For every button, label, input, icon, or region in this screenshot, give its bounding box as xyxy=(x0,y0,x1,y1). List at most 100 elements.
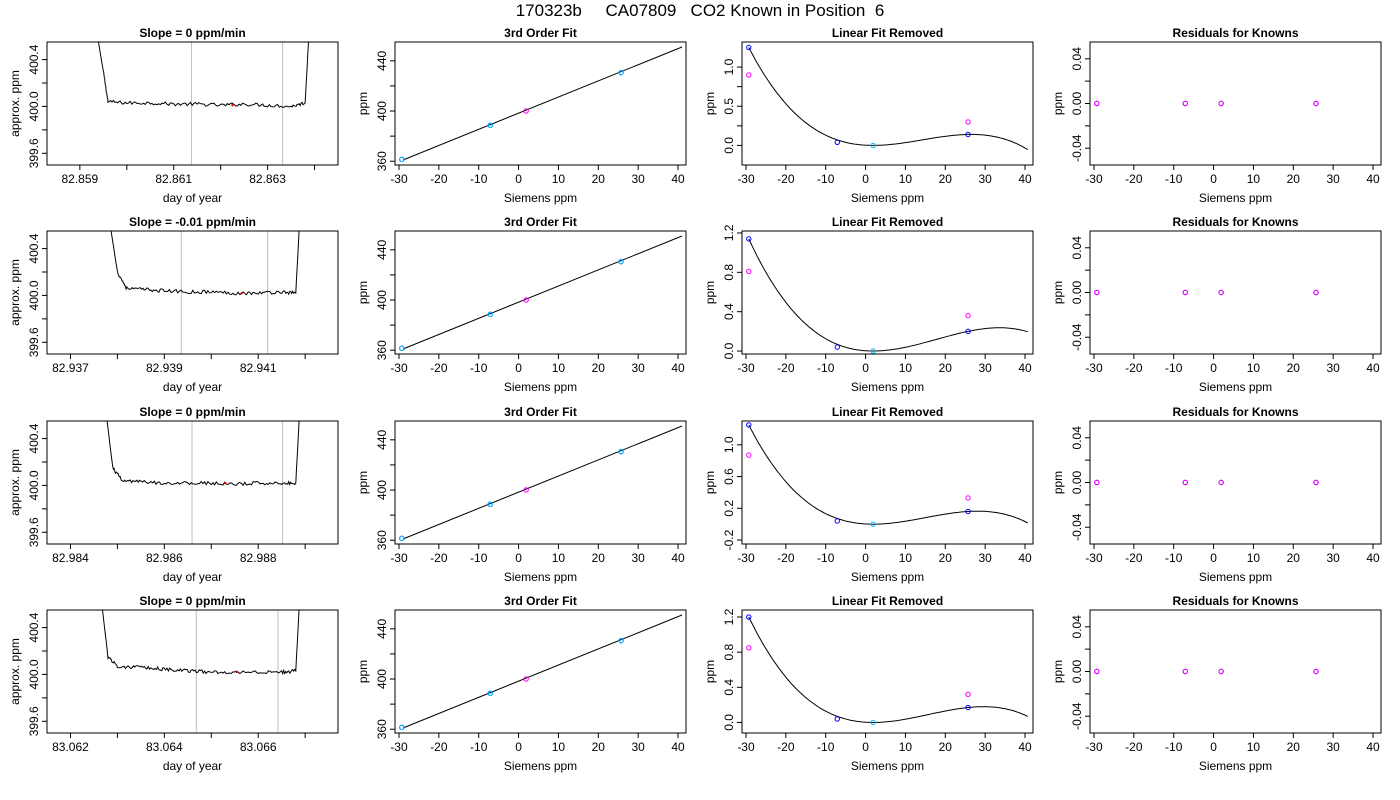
data-point xyxy=(746,452,752,458)
y-axis-label: ppm xyxy=(1051,281,1065,304)
x-axis-label: Siemens ppm xyxy=(1199,380,1272,394)
x-tick-label: -20 xyxy=(777,740,795,754)
plot-area xyxy=(746,614,1029,726)
chart-panel: Linear Fit Removed -30 -20 -10 0 10 20 30 40 0.0 0… xyxy=(703,594,1034,773)
y-tick-label: 1.0 xyxy=(722,58,736,75)
y-axis-label: ppm xyxy=(1051,471,1065,494)
chart-panel: 3rd Order Fit -30 -20 -10 0 10 20 30 40 360 400 440… xyxy=(356,26,687,205)
plot-area xyxy=(1094,289,1319,296)
x-tick-label: 83.064 xyxy=(146,740,183,754)
data-point xyxy=(834,716,840,722)
x-tick-label: 30 xyxy=(631,551,645,565)
x-tick-label: 0 xyxy=(862,172,869,186)
x-tick-label: 82.939 xyxy=(146,361,183,375)
data-point xyxy=(1313,479,1319,486)
x-tick-label: 0 xyxy=(1210,551,1217,565)
data-point xyxy=(1218,668,1224,675)
x-tick-label: 82.863 xyxy=(249,172,286,186)
chart-panel: 3rd Order Fit -30 -20 -10 0 10 20 30 40 360 400 440… xyxy=(356,594,687,773)
x-tick-label: 40 xyxy=(1366,361,1380,375)
x-tick-label: -10 xyxy=(817,740,835,754)
y-axis-label: approx. ppm xyxy=(8,70,22,137)
y-tick-label: 1.2 xyxy=(722,224,736,241)
x-tick-label: 40 xyxy=(1018,551,1032,565)
x-tick-label: 40 xyxy=(671,172,685,186)
x-tick-label: 10 xyxy=(899,740,913,754)
plot-area xyxy=(106,421,300,544)
x-tick-label: 10 xyxy=(1247,361,1261,375)
y-tick-label: 399.6 xyxy=(27,138,41,168)
plot-frame xyxy=(741,230,1034,355)
chart-panel: Residuals for Knowns -30 -20 -10 0 10 20 30 40 -0… xyxy=(1051,405,1382,584)
x-tick-label: 82.861 xyxy=(155,172,192,186)
plot-area xyxy=(1094,479,1319,486)
data-point xyxy=(1094,100,1100,107)
x-tick-label: -30 xyxy=(1085,740,1103,754)
plot-frame xyxy=(394,609,687,734)
x-tick-label: -30 xyxy=(737,361,755,375)
x-tick-label: -10 xyxy=(817,551,835,565)
x-tick-label: 20 xyxy=(939,172,953,186)
x-tick-label: 40 xyxy=(1018,361,1032,375)
y-tick-label: -0.2 xyxy=(722,529,736,550)
y-tick-label: 440 xyxy=(375,239,389,259)
x-tick-label: 20 xyxy=(939,740,953,754)
y-axis-label: approx. ppm xyxy=(8,259,22,326)
plot-area xyxy=(399,235,683,352)
plot-frame xyxy=(46,230,339,355)
y-tick-label: 0.8 xyxy=(722,264,736,281)
data-point xyxy=(1182,668,1188,675)
x-axis-label: Siemens ppm xyxy=(504,570,577,584)
x-tick-label: -30 xyxy=(1085,551,1103,565)
x-tick-label: -10 xyxy=(470,361,488,375)
x-tick-label: 0 xyxy=(515,551,522,565)
data-point xyxy=(1313,668,1319,675)
panel-title: Slope = 0 ppm/min xyxy=(139,26,245,40)
data-point xyxy=(1094,479,1100,486)
data-point xyxy=(746,44,752,51)
y-axis-label: ppm xyxy=(356,92,370,115)
x-tick-label: 30 xyxy=(631,361,645,375)
plot-area xyxy=(399,425,683,542)
y-axis-label: ppm xyxy=(1051,660,1065,683)
data-point xyxy=(487,690,493,697)
x-axis-label: day of year xyxy=(163,380,222,394)
y-axis-label: ppm xyxy=(1051,92,1065,115)
y-tick-label: 0.00 xyxy=(1070,91,1084,115)
y-tick-label: 360 xyxy=(375,340,389,360)
panel-title: 3rd Order Fit xyxy=(504,26,577,40)
x-tick-label: 40 xyxy=(671,361,685,375)
x-tick-label: -10 xyxy=(1165,740,1183,754)
x-tick-label: 10 xyxy=(899,172,913,186)
x-tick-label: 82.859 xyxy=(62,172,99,186)
y-tick-label: 0.2 xyxy=(722,500,736,517)
x-axis-label: Siemens ppm xyxy=(1199,570,1272,584)
y-tick-label: -0.04 xyxy=(1070,323,1084,351)
panel-title: 3rd Order Fit xyxy=(504,215,577,229)
plot-area xyxy=(1094,668,1319,675)
y-tick-label: 399.6 xyxy=(27,517,41,547)
plot-area xyxy=(399,614,683,731)
plot-frame xyxy=(46,420,339,545)
fit-curve xyxy=(748,424,1029,525)
panel-title: Residuals for Knowns xyxy=(1172,405,1298,419)
panel-title: Slope = 0 ppm/min xyxy=(139,405,245,419)
y-tick-label: 400.4 xyxy=(27,233,41,263)
plot-area xyxy=(746,236,1028,354)
x-tick-label: 10 xyxy=(1247,551,1261,565)
data-point xyxy=(1182,479,1188,486)
x-tick-label: 20 xyxy=(939,551,953,565)
x-axis-label: Siemens ppm xyxy=(504,191,577,205)
data-point xyxy=(746,645,752,651)
plot-area xyxy=(97,42,309,165)
x-axis-label: day of year xyxy=(163,759,222,773)
panel-title: Residuals for Knowns xyxy=(1172,26,1298,40)
data-point xyxy=(965,508,971,515)
x-tick-label: -30 xyxy=(390,172,408,186)
data-point xyxy=(399,156,405,163)
mean-marker xyxy=(235,670,239,674)
x-tick-label: 40 xyxy=(671,740,685,754)
data-point xyxy=(965,312,971,319)
x-tick-label: 20 xyxy=(1287,740,1301,754)
plot-frame xyxy=(741,609,1034,734)
